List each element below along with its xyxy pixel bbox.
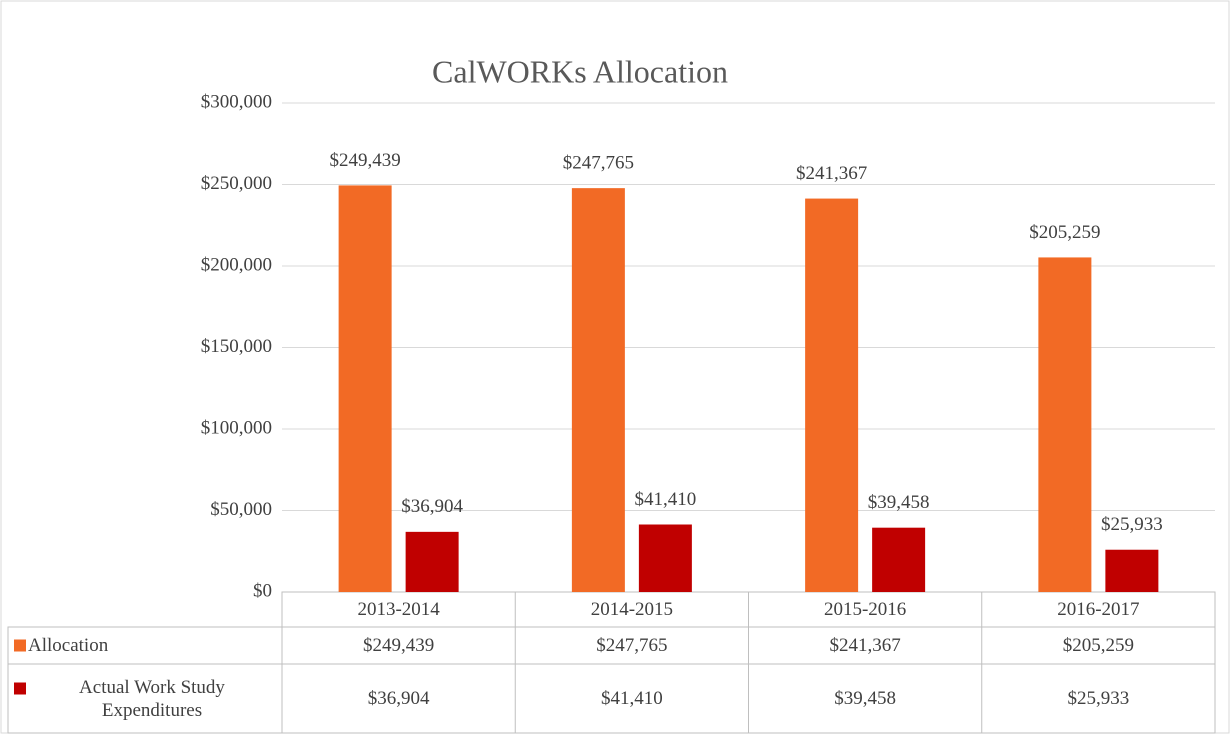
table-value: $39,458 — [834, 688, 896, 709]
y-tick-label: $50,000 — [210, 499, 272, 520]
legend-label: Allocation — [28, 635, 109, 656]
y-tick-label: $150,000 — [201, 336, 272, 357]
data-label: $41,410 — [635, 489, 697, 510]
y-tick-label: $250,000 — [201, 173, 272, 194]
table-value: $249,439 — [363, 635, 434, 656]
bar — [571, 188, 625, 592]
legend-swatch — [14, 639, 26, 652]
table-value: $25,933 — [1068, 688, 1130, 709]
table-value: $241,367 — [830, 635, 901, 656]
data-label: $249,439 — [330, 150, 401, 171]
y-tick-label: $200,000 — [201, 254, 272, 275]
table-value: $205,259 — [1063, 635, 1134, 656]
data-label: $247,765 — [563, 153, 634, 174]
data-label: $36,904 — [401, 496, 463, 517]
legend-swatch — [14, 682, 26, 695]
data-label: $241,367 — [796, 163, 867, 184]
data-label: $205,259 — [1029, 222, 1100, 243]
table-value: $36,904 — [368, 688, 430, 709]
bar — [1038, 257, 1092, 592]
bar — [805, 198, 859, 593]
data-label: $39,458 — [868, 492, 930, 513]
x-tick-label: 2013-2014 — [357, 599, 440, 620]
data-label: $25,933 — [1101, 514, 1163, 535]
table-value: $41,410 — [601, 688, 663, 709]
y-tick-label: $300,000 — [201, 91, 272, 112]
legend-label-box: Actual Work Study Expenditures — [79, 676, 225, 721]
x-tick-label: 2015-2016 — [824, 599, 906, 620]
bar — [1105, 549, 1159, 592]
legend-label: Actual Work Study Expenditures — [79, 676, 225, 721]
x-tick-label: 2014-2015 — [591, 599, 673, 620]
bar — [638, 524, 692, 592]
bar — [405, 531, 459, 592]
legend-label-box: Allocation — [28, 635, 109, 656]
y-tick-label: $100,000 — [201, 417, 272, 438]
chart-title: CalWORKs Allocation — [432, 53, 728, 89]
x-tick-label: 2016-2017 — [1057, 599, 1139, 620]
bar — [338, 185, 392, 592]
bar — [872, 527, 926, 592]
table-cell — [7, 626, 283, 734]
y-tick-label: $0 — [253, 580, 272, 601]
table-value: $247,765 — [596, 635, 667, 656]
